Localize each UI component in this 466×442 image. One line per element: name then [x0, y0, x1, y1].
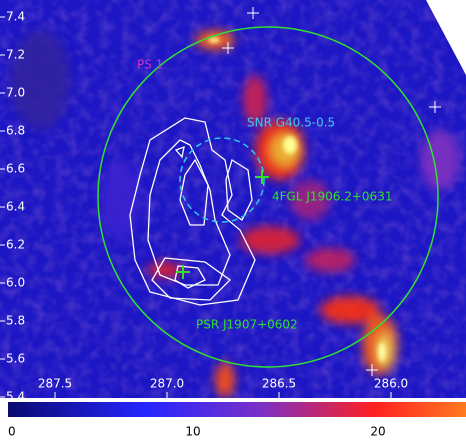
y-tick-label: 6.0 — [6, 276, 25, 290]
x-tick-label: 287.5 — [38, 377, 72, 391]
y-tick-label: 7.0 — [6, 86, 25, 100]
x-tick-label: 286.0 — [374, 377, 408, 391]
y-tick-label: 5.8 — [6, 314, 25, 328]
colorbar — [8, 402, 466, 417]
annotation: PSR J1907+0602 — [196, 318, 298, 332]
fov-circle — [97, 26, 439, 368]
colorbar-tick-label: 0 — [8, 425, 16, 439]
colorbar-tick-label: 10 — [185, 425, 200, 439]
y-tick-label: 6.2 — [6, 238, 25, 252]
y-tick-label: 7.2 — [6, 48, 25, 62]
sky-image — [0, 0, 466, 398]
annotation: 4FGL J1906.2+0631 — [272, 190, 392, 204]
y-tick-label: 6.6 — [6, 162, 25, 176]
colorbar-tick-label: 20 — [370, 425, 385, 439]
annotation: SNR G40.5-0.5 — [247, 116, 335, 130]
x-tick-label: 286.5 — [262, 377, 296, 391]
y-tick-label: 5.4 — [6, 390, 25, 404]
y-tick-label: 7.4 — [6, 10, 25, 24]
x-tick-label: 287.0 — [150, 377, 184, 391]
green-crosses — [176, 170, 269, 279]
y-tick-label: 6.4 — [6, 200, 25, 214]
contours — [129, 117, 256, 306]
snr-circle — [179, 137, 265, 223]
annotation: PS 1 — [137, 58, 163, 72]
y-tick-label: 5.6 — [6, 352, 25, 366]
white-crosses — [222, 7, 441, 376]
y-tick-label: 6.8 — [6, 124, 25, 138]
